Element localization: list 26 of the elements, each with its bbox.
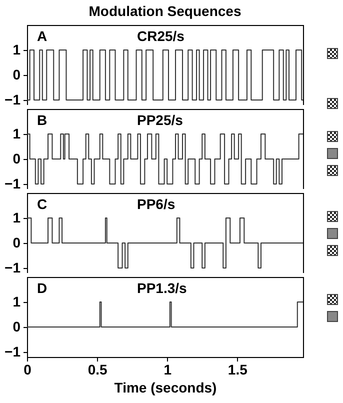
chart-title: Modulation Sequences	[88, 3, 242, 19]
annotation: PP25/s	[137, 112, 184, 128]
y-tick-label: −1	[4, 176, 21, 192]
x-axis-title: Time (seconds)	[114, 380, 217, 396]
y-tick-label: −1	[4, 92, 21, 108]
y-tick-label: 1	[12, 42, 21, 58]
annotation: CR25/s	[137, 28, 185, 44]
y-tick-label: −1	[4, 260, 21, 276]
y-tick-label: −1	[4, 344, 21, 360]
annotation: C	[37, 196, 48, 212]
annotation: PP1.3/s	[137, 280, 188, 296]
x-tick-label: 1	[164, 362, 172, 378]
annotation: PP6/s	[137, 196, 176, 212]
y-tick-label: 1	[12, 126, 21, 142]
y-tick-label: 0	[12, 150, 21, 166]
x-tick-label: 0	[24, 362, 32, 378]
annotation: A	[37, 28, 48, 44]
x-tick-label: 1.5	[228, 362, 248, 378]
annotation: D	[37, 280, 48, 296]
y-tick-label: 0	[12, 66, 21, 82]
y-tick-label: 0	[12, 234, 21, 250]
y-tick-label: 1	[12, 210, 21, 226]
y-tick-label: 1	[12, 294, 21, 310]
x-tick-label: 0.5	[88, 362, 108, 378]
annotation: B	[37, 112, 48, 128]
y-tick-label: 0	[12, 318, 21, 334]
